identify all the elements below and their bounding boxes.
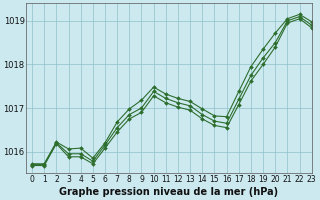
X-axis label: Graphe pression niveau de la mer (hPa): Graphe pression niveau de la mer (hPa)	[59, 187, 278, 197]
